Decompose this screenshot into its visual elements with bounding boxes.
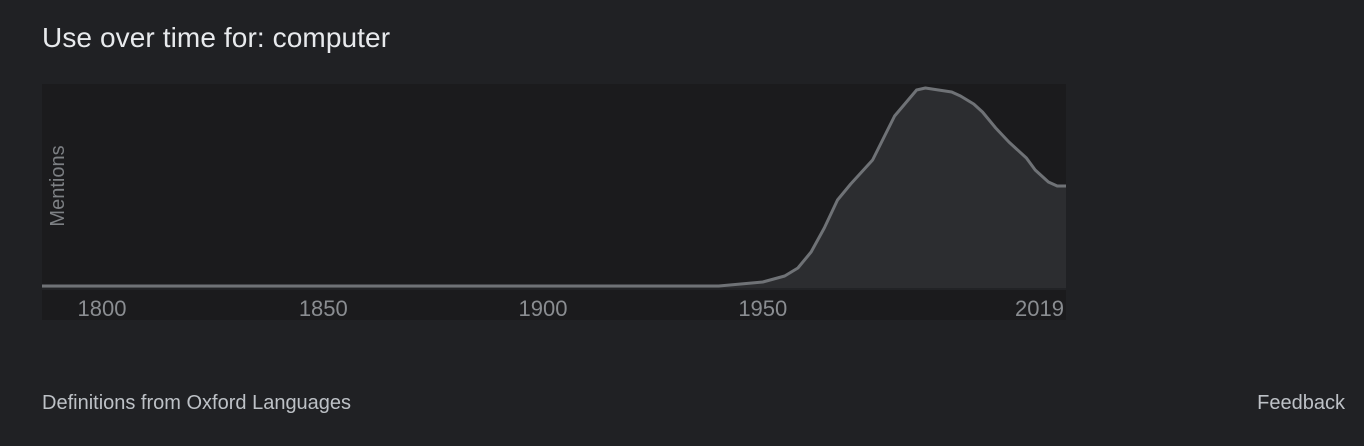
usage-chart: 1800 1850 1900 1950 2019 Mentions [42,84,1066,320]
x-tick-label: 1800 [78,296,127,320]
series-area-fill [42,88,1066,288]
chart-title: Use over time for: computer [42,22,391,53]
series-line [42,86,1066,288]
source-attribution: Definitions from Oxford Languages [42,392,352,414]
x-tick-label: 1850 [299,296,348,320]
y-axis-label: Mentions [47,145,69,226]
usage-chart-svg: 1800 1850 1900 1950 2019 Mentions [42,84,1066,320]
x-tick-label: 2019 [1015,296,1064,320]
x-tick-label: 1950 [738,296,787,320]
x-tick-label: 1900 [519,296,568,320]
x-axis-ticks: 1800 1850 1900 1950 2019 [78,296,1065,320]
feedback-link[interactable]: Feedback [1257,392,1345,414]
